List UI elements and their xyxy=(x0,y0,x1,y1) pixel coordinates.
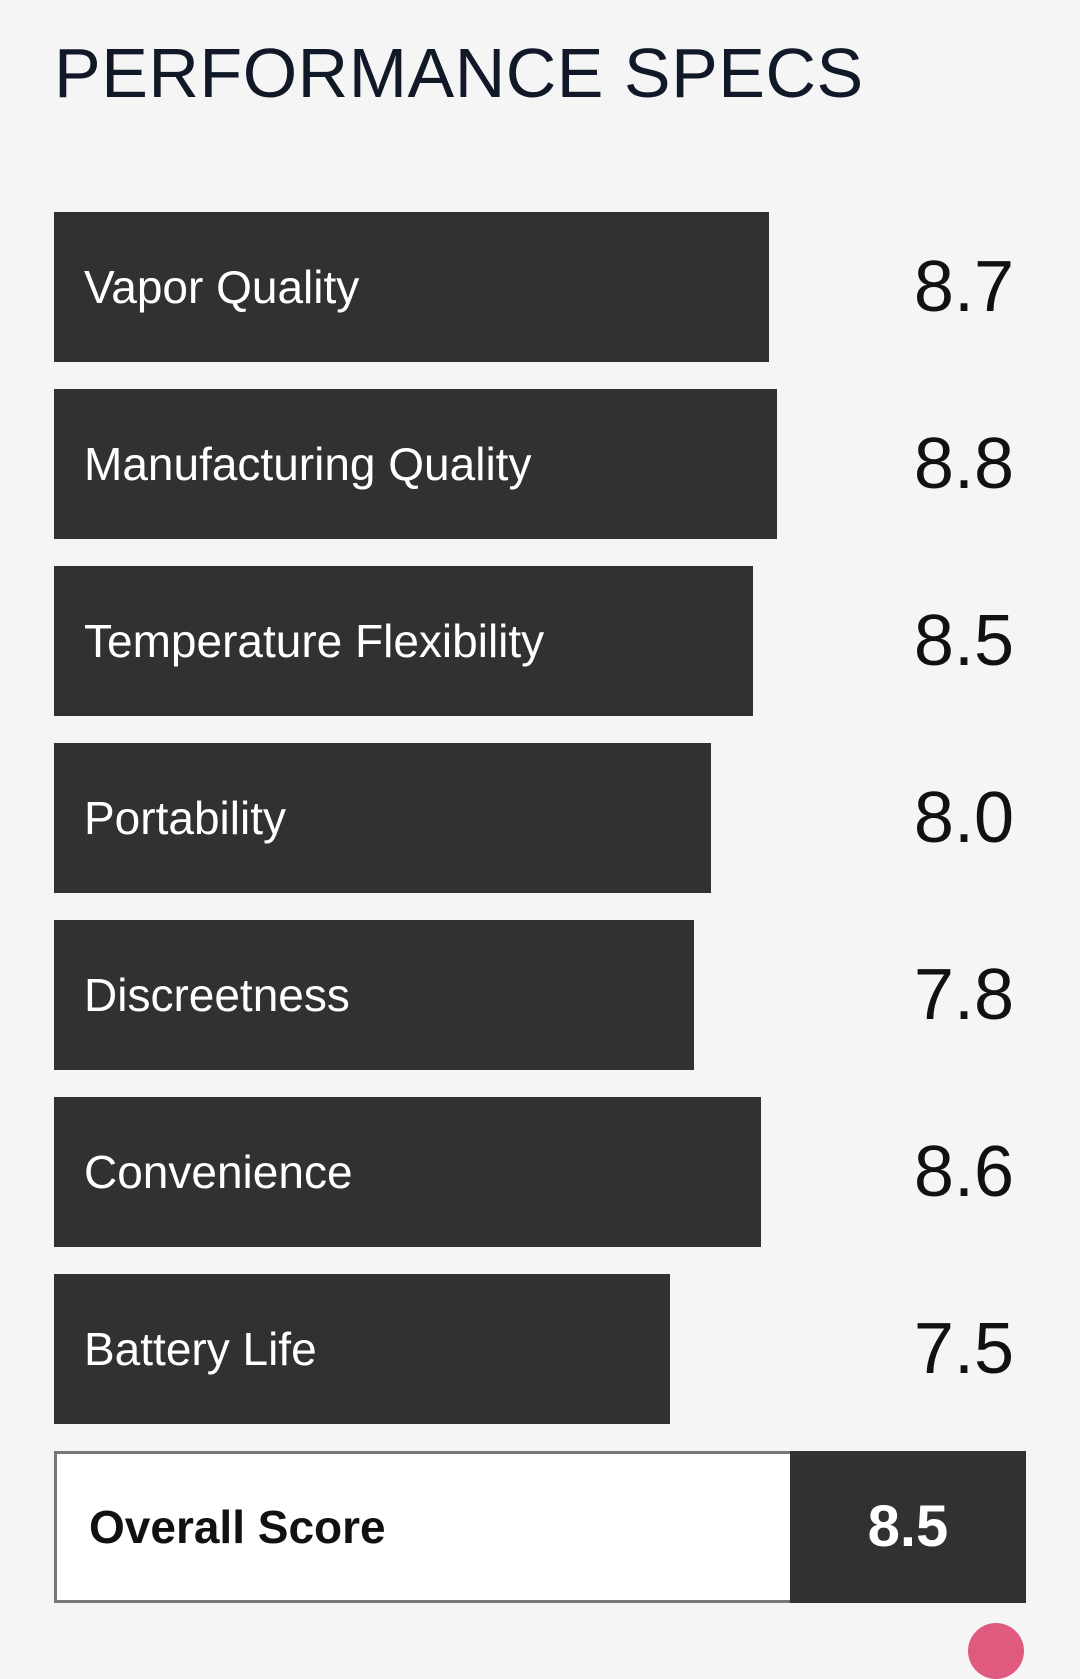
spec-score: 8.6 xyxy=(913,1132,1014,1212)
spec-score: 8.5 xyxy=(913,601,1014,681)
spec-label: Manufacturing Quality xyxy=(84,438,532,490)
spec-bar: Battery Life xyxy=(54,1274,670,1424)
spec-score: 7.5 xyxy=(913,1309,1014,1389)
spec-label: Vapor Quality xyxy=(84,261,360,313)
overall-score-value: 8.5 xyxy=(867,1494,949,1559)
spec-bar: Convenience xyxy=(54,1097,761,1247)
spec-row-vapor-quality: Vapor Quality 8.7 xyxy=(54,212,1026,362)
spec-label: Discreetness xyxy=(84,969,350,1021)
spec-label: Temperature Flexibility xyxy=(84,615,545,667)
spec-bar: Manufacturing Quality xyxy=(54,389,777,539)
spec-label: Convenience xyxy=(84,1146,353,1198)
spec-score: 8.7 xyxy=(913,247,1014,327)
spec-row-convenience: Convenience 8.6 xyxy=(54,1097,1026,1247)
spec-label: Battery Life xyxy=(84,1323,317,1375)
spec-score: 7.8 xyxy=(913,955,1014,1035)
spec-score: 8.0 xyxy=(913,778,1014,858)
spec-bar: Vapor Quality xyxy=(54,212,769,362)
spec-row-manufacturing-quality: Manufacturing Quality 8.8 xyxy=(54,389,1026,539)
spec-row-battery-life: Battery Life 7.5 xyxy=(54,1274,1026,1424)
performance-specs-list: Vapor Quality 8.7 Manufacturing Quality … xyxy=(54,212,1026,1451)
page-title: PERFORMANCE SPECS xyxy=(54,34,864,112)
overall-score-value-box: 8.5 xyxy=(790,1451,1026,1603)
floating-action-button[interactable] xyxy=(968,1623,1024,1679)
spec-bar: Portability xyxy=(54,743,711,893)
spec-score: 8.8 xyxy=(913,424,1014,504)
spec-row-portability: Portability 8.0 xyxy=(54,743,1026,893)
spec-row-discreetness: Discreetness 7.8 xyxy=(54,920,1026,1070)
spec-bar: Discreetness xyxy=(54,920,694,1070)
overall-score-label: Overall Score xyxy=(89,1501,386,1553)
spec-bar: Temperature Flexibility xyxy=(54,566,753,716)
overall-score-box: Overall Score 8.5 xyxy=(54,1451,1026,1603)
spec-row-temperature-flexibility: Temperature Flexibility 8.5 xyxy=(54,566,1026,716)
spec-label: Portability xyxy=(84,792,286,844)
